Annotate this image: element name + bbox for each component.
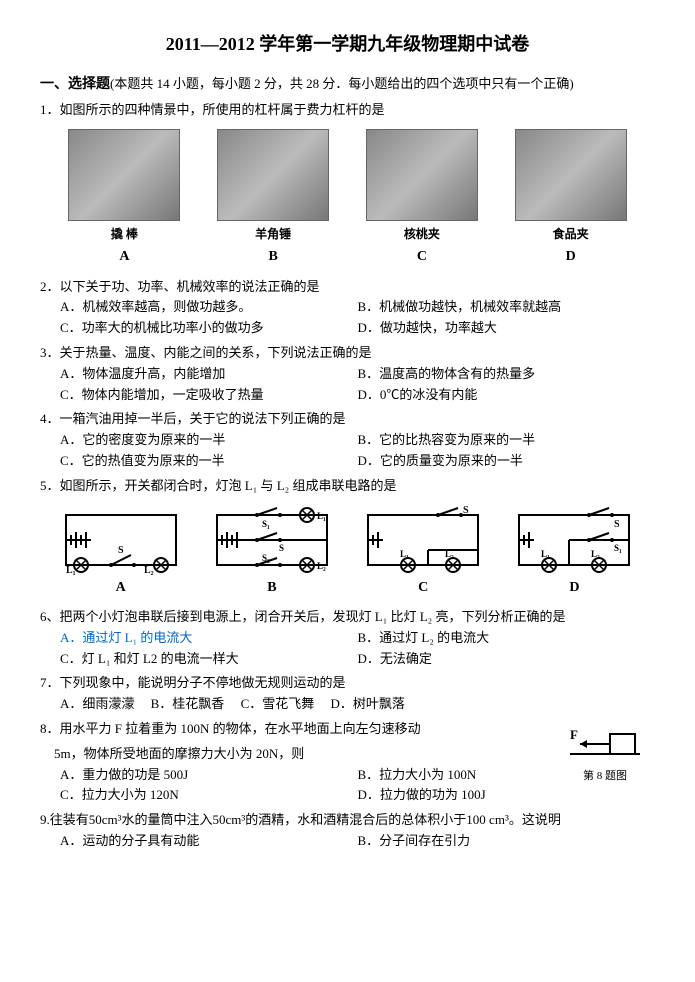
question-1: 1．如图所示的四种情景中，所使用的杠杆属于费力杠杆的是	[40, 100, 655, 121]
svg-text:L₁: L₁	[400, 549, 409, 559]
q4-options: A．它的密度变为原来的一半 B．它的比热容变为原来的一半 C．它的热值变为原来的…	[40, 430, 655, 472]
q7-options: A．细雨濛濛 B．桂花飘香 C．雪花飞舞 D．树叶飘落	[40, 694, 655, 715]
section-note: (本题共 14 小题，每小题 2 分，共 28 分．每小题给出的四个选项中只有一…	[110, 76, 574, 91]
q2-opt-a: A．机械效率越高，则做功越多。	[60, 297, 358, 318]
q5-letter-b: B	[196, 577, 347, 599]
svg-text:S: S	[463, 505, 469, 516]
svg-text:S₁: S₁	[262, 519, 270, 529]
q7-opt-a: A．细雨濛濛	[60, 696, 134, 711]
svg-text:S: S	[614, 519, 620, 530]
q1-img-b	[217, 129, 329, 221]
svg-text:L₂: L₂	[591, 549, 600, 559]
section-1-header: 一、选择题(本题共 14 小题，每小题 2 分，共 28 分．每小题给出的四个选…	[40, 74, 655, 96]
section-header-text: 一、选择题	[40, 77, 110, 92]
q1-label-b: 羊角锤	[199, 225, 348, 244]
q5-circuit-c: S L₁ L₂ C	[348, 505, 499, 599]
svg-text:S₂: S₂	[262, 553, 270, 563]
q8-opt-c: C．拉力大小为 120N	[60, 785, 358, 806]
question-5: 5．如图所示，开关都闭合时，灯泡 L₁ 与 L₂ 组成串联电路的是	[40, 476, 655, 497]
q1-letter-b: B	[199, 246, 348, 268]
q8-figure: F 第 8 题图	[565, 719, 645, 785]
circuit-b-svg: S₁ L₁ S S₂ L₂	[207, 505, 337, 575]
question-8-container: F 第 8 题图 8．用水平力 F 拉着重为 100N 的物体，在水平地面上向左…	[40, 719, 655, 806]
q1-image-d: 食品夹 D	[496, 129, 645, 269]
q5-circuit-d: S S₁ L₁ L₂ D	[499, 505, 650, 599]
q6-opt-d: D．无法确定	[358, 649, 656, 670]
svg-text:L₂: L₂	[144, 565, 154, 575]
question-4: 4．一箱汽油用掉一半后，关于它的说法下列正确的是	[40, 409, 655, 430]
question-7: 7．下列现象中，能说明分子不停地做无规则运动的是	[40, 673, 655, 694]
q5-letter-c: C	[348, 577, 499, 599]
q6-opt-b: B．通过灯 L₂ 的电流大	[358, 628, 656, 649]
question-2: 2．以下关于功、功率、机械效率的说法正确的是	[40, 277, 655, 298]
q3-opt-b: B．温度高的物体含有的热量多	[358, 364, 656, 385]
q1-image-c: 核桃夹 C	[348, 129, 497, 269]
q9-opt-b: B．分子间存在引力	[358, 831, 656, 852]
question-8-line2: 5m，物体所受地面的摩擦力大小为 20N，则	[40, 744, 655, 765]
q8-opt-a: A．重力做的功是 500J	[60, 765, 358, 786]
svg-text:S: S	[279, 543, 284, 553]
q1-image-a: 撬 棒 A	[50, 129, 199, 269]
q1-label-a: 撬 棒	[50, 225, 199, 244]
q7-opt-d: D．树叶飘落	[330, 696, 404, 711]
q1-img-c	[366, 129, 478, 221]
q4-opt-d: D．它的质量变为原来的一半	[358, 451, 656, 472]
q4-opt-a: A．它的密度变为原来的一半	[60, 430, 358, 451]
question-3: 3．关于热量、温度、内能之间的关系，下列说法正确的是	[40, 343, 655, 364]
q2-options: A．机械效率越高，则做功越多。 B．机械做功越快，机械效率就越高 C．功率大的机…	[40, 297, 655, 339]
q2-opt-b: B．机械做功越快，机械效率就越高	[358, 297, 656, 318]
q3-opt-c: C．物体内能增加，一定吸收了热量	[60, 385, 358, 406]
q3-opt-a: A．物体温度升高，内能增加	[60, 364, 358, 385]
q1-image-b: 羊角锤 B	[199, 129, 348, 269]
q6-opt-c: C．灯 L₁ 和灯 L2 的电流一样大	[60, 649, 358, 670]
svg-text:L₁: L₁	[541, 549, 550, 559]
svg-text:L₂: L₂	[317, 561, 326, 571]
q1-image-row: 撬 棒 A 羊角锤 B 核桃夹 C 食品夹 D	[40, 129, 655, 269]
q9-opt-a: A．运动的分子具有动能	[60, 831, 358, 852]
svg-text:S: S	[118, 545, 124, 556]
q1-img-d	[515, 129, 627, 221]
q2-opt-d: D．做功越快，功率越大	[358, 318, 656, 339]
force-label: F	[570, 727, 578, 742]
q8-fig-label: 第 8 题图	[565, 768, 645, 786]
q2-opt-c: C．功率大的机械比功率小的做功多	[60, 318, 358, 339]
q7-opt-c: C．雪花飞舞	[241, 696, 315, 711]
question-6: 6、把两个小灯泡串联后接到电源上，闭合开关后，发现灯 L₁ 比灯 L₂ 亮，下列…	[40, 607, 655, 628]
q7-opt-b: B．桂花飘香	[151, 696, 225, 711]
q1-img-a	[68, 129, 180, 221]
q8-force-diagram: F	[565, 719, 645, 759]
q1-label-c: 核桃夹	[348, 225, 497, 244]
svg-text:L₂: L₂	[445, 549, 454, 559]
q4-opt-b: B．它的比热容变为原来的一半	[358, 430, 656, 451]
q8-options: A．重力做的功是 500J B．拉力大小为 100N C．拉力大小为 120N …	[40, 765, 655, 807]
exam-title: 2011—2012 学年第一学期九年级物理期中试卷	[40, 30, 655, 59]
q8-opt-d: D．拉力做的功为 100J	[358, 785, 656, 806]
circuit-c-svg: S L₁ L₂	[358, 505, 488, 575]
q3-options: A．物体温度升高，内能增加 B．温度高的物体含有的热量多 C．物体内能增加，一定…	[40, 364, 655, 406]
q6-opt-a: A．通过灯 L₁ 的电流大	[60, 628, 358, 649]
q4-opt-c: C．它的热值变为原来的一半	[60, 451, 358, 472]
q5-circuit-row: L₁ S L₂ A	[40, 505, 655, 599]
svg-text:L₁: L₁	[66, 565, 76, 575]
circuit-a-svg: L₁ S L₂	[56, 505, 186, 575]
q5-circuit-a: L₁ S L₂ A	[45, 505, 196, 599]
q5-letter-a: A	[45, 577, 196, 599]
q1-label-d: 食品夹	[496, 225, 645, 244]
q1-letter-c: C	[348, 246, 497, 268]
q3-opt-d: D．0℃的冰没有内能	[358, 385, 656, 406]
svg-text:S₁: S₁	[614, 543, 622, 553]
circuit-d-svg: S S₁ L₁ L₂	[509, 505, 639, 575]
svg-text:L₁: L₁	[317, 511, 326, 521]
q1-letter-d: D	[496, 246, 645, 268]
q1-letter-a: A	[50, 246, 199, 268]
question-9: 9.往装有50cm³水的量筒中注入50cm³的酒精，水和酒精混合后的总体积小于1…	[40, 810, 655, 831]
q5-letter-d: D	[499, 577, 650, 599]
q9-options: A．运动的分子具有动能 B．分子间存在引力	[40, 831, 655, 852]
q6-options: A．通过灯 L₁ 的电流大 B．通过灯 L₂ 的电流大 C．灯 L₁ 和灯 L2…	[40, 628, 655, 670]
q5-circuit-b: S₁ L₁ S S₂ L₂ B	[196, 505, 347, 599]
question-8: 8．用水平力 F 拉着重为 100N 的物体，在水平地面上向左匀速移动	[40, 719, 655, 740]
